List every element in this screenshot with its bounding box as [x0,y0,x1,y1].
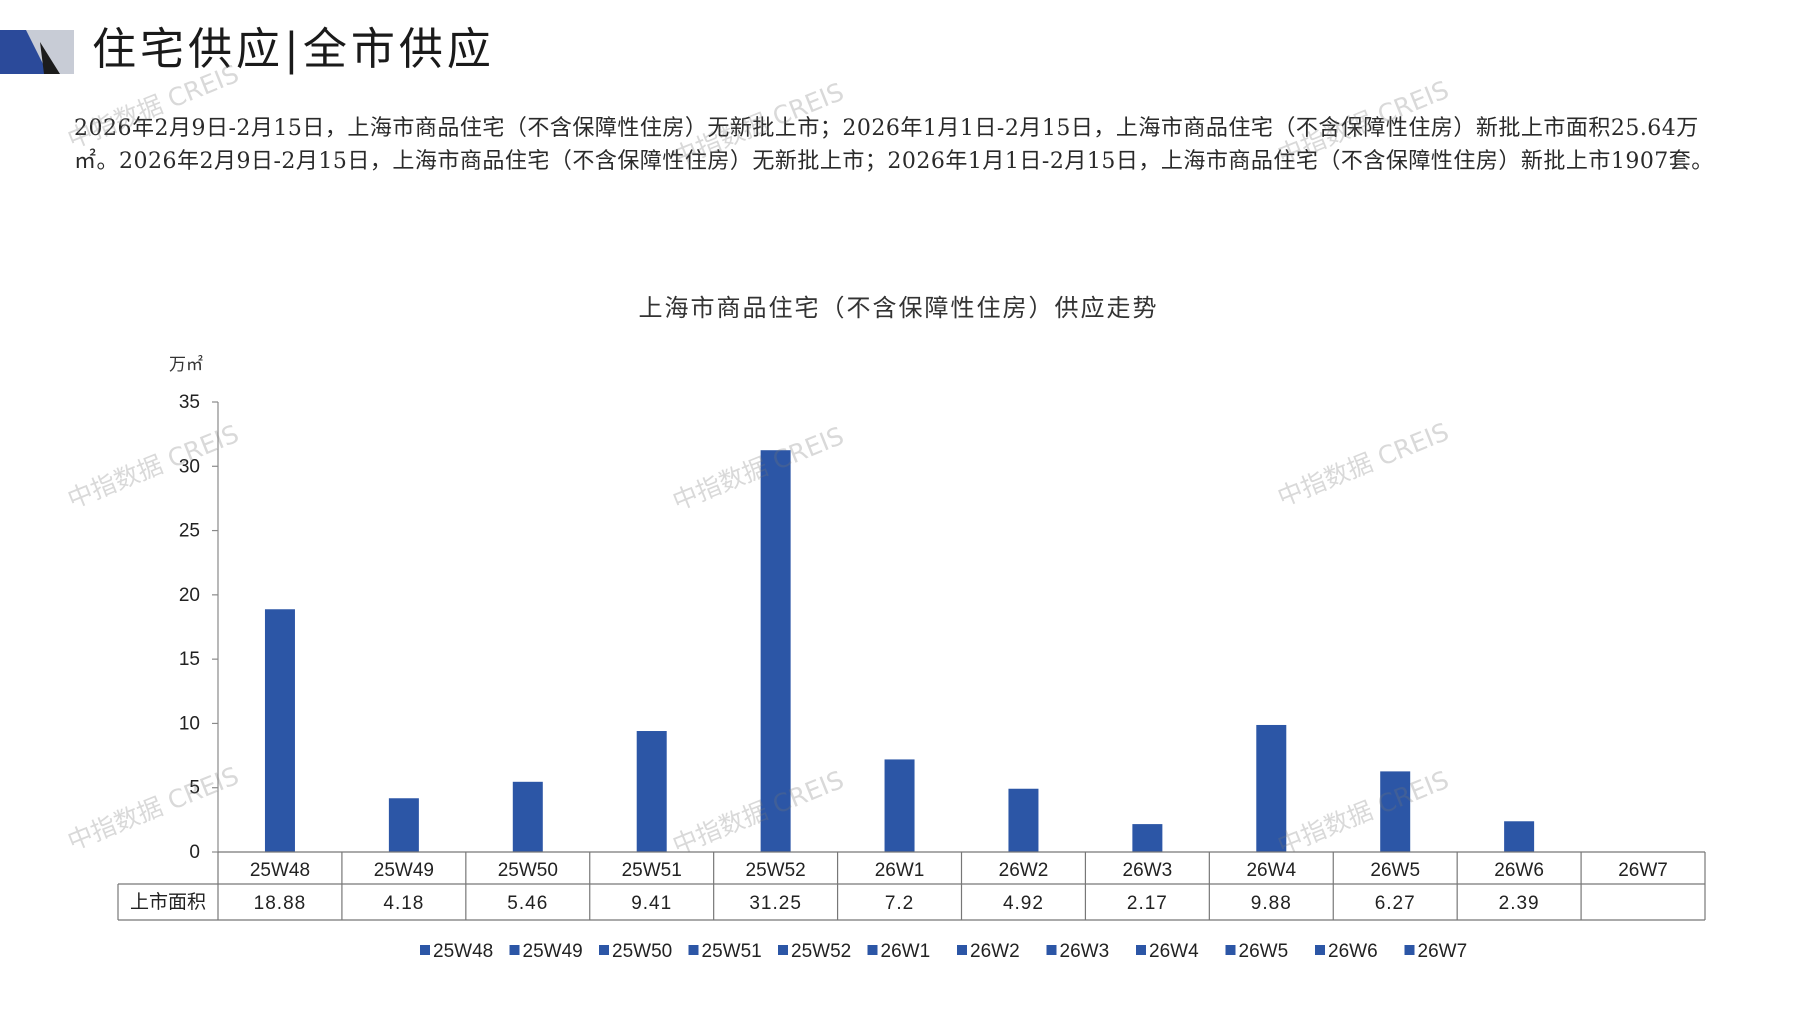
table-value: 2.39 [1499,893,1540,914]
legend-label: 26W4 [1149,941,1199,962]
legend-label: 25W48 [433,941,493,962]
y-tick-label: 5 [189,778,200,799]
bar-26W3 [1132,824,1163,852]
x-tick-label: 26W7 [1618,860,1668,881]
table-value: 18.88 [254,893,307,914]
x-tick-label: 25W49 [374,860,434,881]
legend-label: 26W6 [1328,941,1378,962]
legend-label: 25W52 [791,941,851,962]
legend-swatch-26W6 [1315,945,1325,955]
bar-25W51 [636,731,667,852]
y-tick-label: 10 [179,713,200,734]
x-tick-label: 26W6 [1494,860,1544,881]
bar-26W5 [1380,771,1411,852]
table-value: 31.25 [749,893,802,914]
bar-25W48 [264,609,295,852]
table-value: 4.18 [383,893,424,914]
x-tick-label: 25W48 [250,860,310,881]
legend-swatch-25W48 [420,945,430,955]
y-tick-label: 30 [179,456,200,477]
bar-25W49 [388,798,419,852]
y-tick-label: 35 [179,392,200,413]
legend-swatch-26W4 [1136,945,1146,955]
x-tick-label: 25W50 [498,860,558,881]
y-axis-unit: 万㎡ [169,355,203,375]
bar-26W4 [1256,724,1287,852]
y-tick-label: 15 [179,649,200,670]
summary-paragraph: 2026年2月9日-2月15日，上海市商品住宅（不含保障性住房）无新批上市；20… [74,116,1714,174]
legend-swatch-26W3 [1046,945,1057,955]
logo-mark [0,30,74,74]
chart-title: 上海市商品住宅（不含保障性住房）供应走势 [638,294,1159,322]
x-tick-label: 26W2 [999,860,1049,881]
y-tick-label: 20 [179,585,200,606]
legend-label: 25W49 [523,941,583,962]
legend-label: 26W2 [970,941,1020,962]
table-row-label: 上市面积 [130,891,206,913]
table-value: 4.92 [1003,893,1044,914]
legend-label: 26W5 [1239,941,1289,962]
legend-swatch-25W50 [599,945,609,955]
x-tick-label: 26W1 [875,860,925,881]
bar-25W50 [512,781,543,852]
x-tick-label: 25W51 [622,860,682,881]
legend-swatch-26W5 [1225,945,1236,955]
table-value: 2.17 [1127,893,1168,914]
bar-26W6 [1504,821,1535,852]
legend-swatch-26W2 [957,945,967,955]
legend-label: 25W50 [612,941,672,962]
table-value: 7.2 [885,893,914,914]
legend-swatch-26W7 [1404,945,1415,955]
legend-label: 26W7 [1418,941,1468,962]
table-value: 6.27 [1375,893,1416,914]
x-tick-label: 26W5 [1370,860,1420,881]
table-value: 9.88 [1251,893,1292,914]
bar-26W1 [884,759,915,852]
y-tick-label: 25 [179,521,200,542]
table-value: 9.41 [631,893,672,914]
legend-swatch-26W1 [867,945,878,955]
bar-25W52 [760,450,791,852]
legend-label: 26W1 [881,941,931,962]
y-tick-label: 0 [189,842,200,863]
page-title: 住宅供应|全市供应 [92,24,495,75]
bar-26W2 [1008,788,1039,852]
legend-swatch-25W52 [778,945,788,955]
legend-label: 26W3 [1060,941,1110,962]
x-tick-label: 26W4 [1246,860,1296,881]
legend-label: 25W51 [702,941,762,962]
legend-swatch-25W51 [688,945,699,955]
x-tick-label: 25W52 [746,860,806,881]
x-tick-label: 26W3 [1123,860,1173,881]
legend-swatch-25W49 [509,945,520,955]
table-value: 5.46 [507,893,548,914]
